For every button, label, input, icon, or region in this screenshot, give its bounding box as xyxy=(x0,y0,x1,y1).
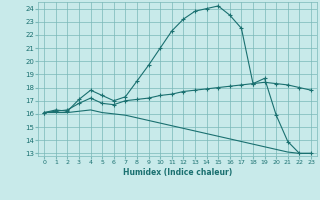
X-axis label: Humidex (Indice chaleur): Humidex (Indice chaleur) xyxy=(123,168,232,177)
